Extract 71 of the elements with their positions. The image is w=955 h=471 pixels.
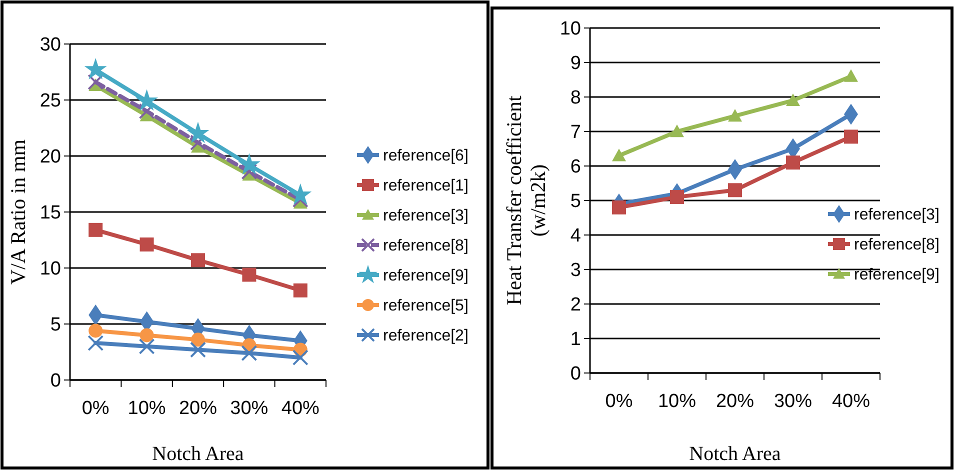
- y-tick-label: 10: [40, 258, 61, 280]
- point: [238, 153, 260, 175]
- legend-label: reference[5]: [383, 298, 468, 315]
- y-tick-label: 8: [570, 88, 581, 109]
- y-axis-title: V/A Ratio in mm: [6, 139, 30, 285]
- point: [191, 253, 205, 268]
- legend-label: reference[9]: [854, 266, 940, 284]
- y-tick-label: 0: [50, 370, 61, 392]
- point: [612, 200, 626, 214]
- y-tick-label: 5: [50, 314, 61, 336]
- y-tick-label: 0: [570, 364, 581, 385]
- x-tick-label: 10%: [658, 391, 696, 412]
- point: [136, 89, 158, 111]
- y-tick-label: 2: [570, 294, 581, 316]
- legend-label: reference[2]: [383, 328, 468, 345]
- point: [728, 108, 742, 122]
- x-tick-label: 40%: [281, 398, 320, 419]
- legend-label: reference[3]: [383, 208, 468, 225]
- point: [140, 328, 154, 342]
- point: [612, 148, 626, 162]
- x-tick-label: 20%: [178, 398, 218, 419]
- point: [190, 342, 206, 358]
- x-axis-title: Notch Area: [152, 443, 244, 465]
- point: [88, 335, 104, 352]
- point: [88, 74, 104, 90]
- y-tick-label: 7: [570, 122, 581, 144]
- y-tick-label: 25: [40, 90, 61, 112]
- y-tick-label: 10: [560, 18, 581, 40]
- point: [289, 183, 312, 205]
- y-tick-label: 4: [570, 226, 582, 247]
- point: [844, 69, 858, 82]
- x-tick-label: 30%: [230, 398, 268, 419]
- y-tick-label: 15: [40, 202, 61, 224]
- point: [138, 338, 155, 354]
- point: [84, 58, 107, 80]
- point: [186, 122, 210, 144]
- point: [292, 350, 308, 366]
- point: [670, 190, 684, 204]
- legend-label: reference[8]: [383, 238, 468, 255]
- y-tick-label: 1: [570, 329, 581, 350]
- point: [191, 332, 205, 347]
- legend-label: reference[8]: [854, 236, 940, 254]
- y-tick-label: 9: [570, 53, 581, 74]
- x-tick-label: 0%: [605, 391, 633, 412]
- legend-label: reference[3]: [854, 206, 940, 224]
- point: [670, 124, 684, 138]
- legend-label: reference[1]: [383, 178, 468, 195]
- y-tick-label: 30: [40, 34, 61, 56]
- point: [786, 93, 800, 106]
- y-tick-label: 5: [570, 191, 581, 212]
- point: [88, 222, 103, 237]
- x-tick-label: 0%: [82, 398, 110, 419]
- point: [293, 283, 308, 298]
- point: [88, 324, 103, 338]
- legend-label: reference[6]: [383, 148, 468, 165]
- point: [728, 183, 742, 198]
- point: [786, 156, 800, 170]
- x-axis-title: Notch Area: [689, 443, 781, 465]
- point: [844, 130, 858, 144]
- x-tick-label: 40%: [832, 391, 870, 412]
- legend-label: reference[9]: [383, 268, 468, 285]
- y-tick-label: 6: [570, 156, 581, 178]
- point: [242, 268, 256, 282]
- y-tick-label: 20: [40, 146, 61, 168]
- y-tick-label: 3: [570, 260, 581, 282]
- point: [241, 345, 258, 362]
- x-tick-label: 30%: [774, 391, 812, 412]
- x-tick-label: 10%: [128, 398, 166, 419]
- point: [140, 237, 154, 252]
- y-axis-title: Heat Transfer coefficient (w/m2k): [502, 96, 550, 306]
- x-tick-label: 20%: [716, 391, 754, 412]
